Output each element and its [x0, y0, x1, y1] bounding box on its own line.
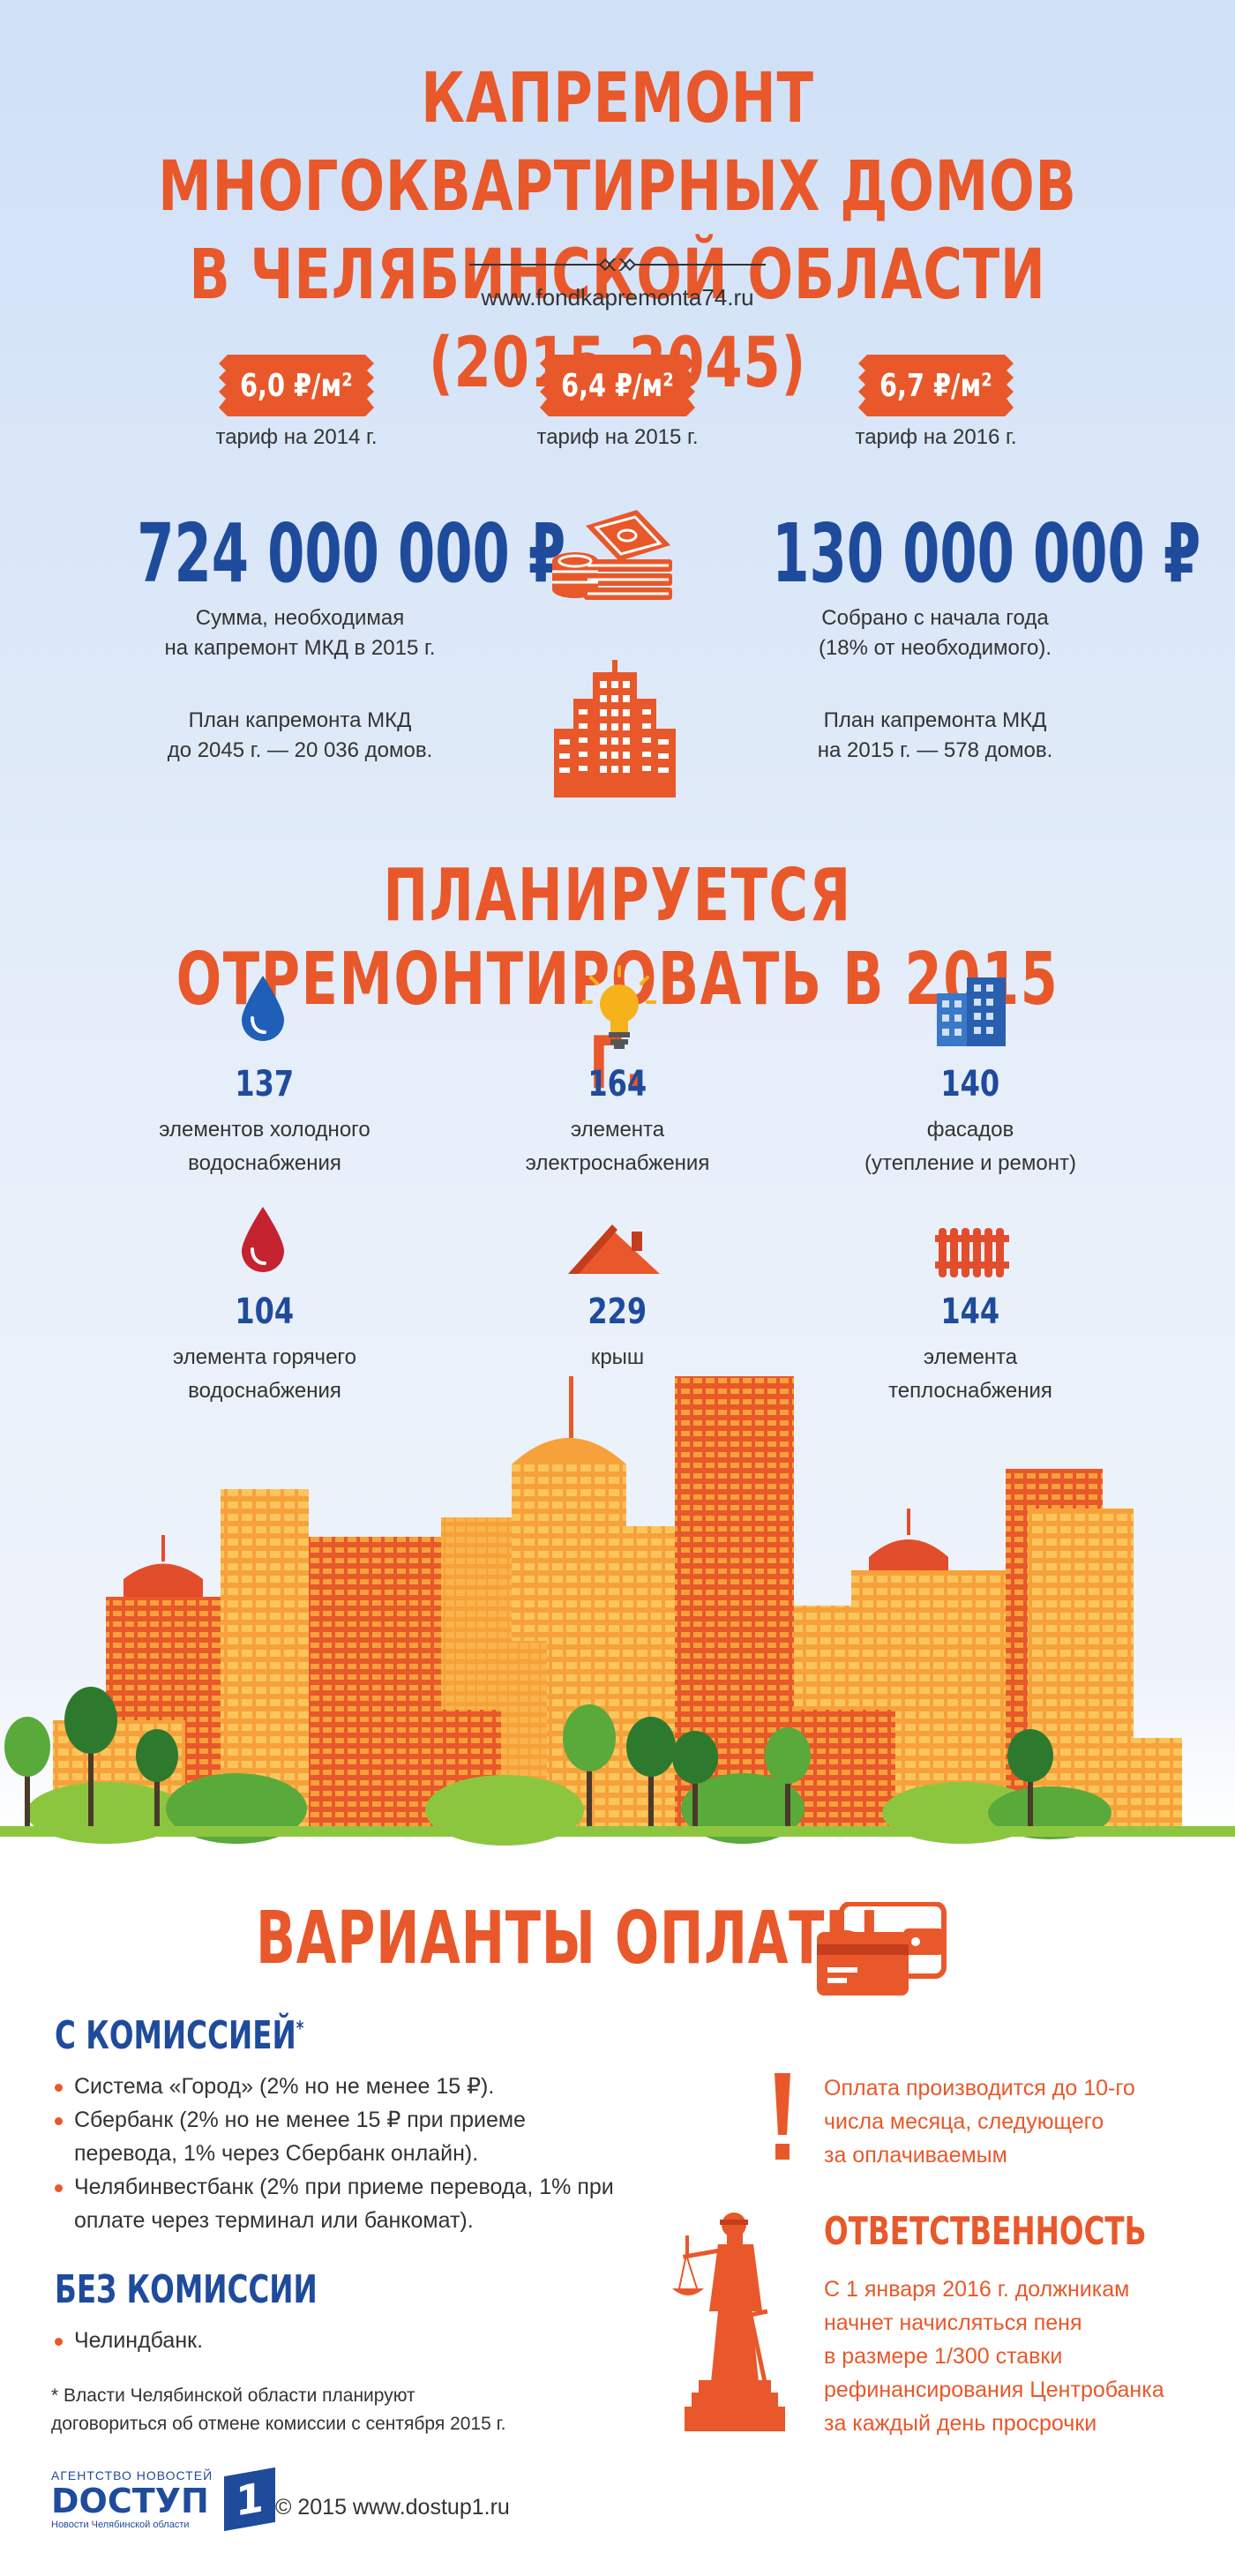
tariff-badge-2015: 6,4 ₽/м² — [540, 355, 695, 416]
footer-copyright[interactable]: © 2015 www.dostup1.ru — [275, 2495, 510, 2520]
stat-text-facades: фасадов (утепление и ремонт) — [864, 1118, 1076, 1175]
responsibility-title: ОТВЕТСТВЕННОСТЬ — [824, 2209, 1147, 2254]
repair-section-title: ПЛАНИРУЕТСЯ ОТРЕМОНТИРОВАТЬ В 2015 Г. — [176, 854, 1059, 1105]
footnote: * Власти Челябинской области планируют д… — [51, 2385, 506, 2434]
stat-text-roofs: крыш — [590, 1345, 645, 1369]
page-title: КАПРЕМОНТ МНОГОКВАРТИРНЫХ ДОМОВ В ЧЕЛЯБИ… — [136, 55, 1099, 408]
stat-number-cold-water: 137 — [235, 1064, 295, 1105]
payment-deadline-note: Оплата производится до 10-го числа месяц… — [824, 2076, 1135, 2168]
tariff-label-2014: тариф на 2014 г. — [215, 425, 378, 449]
tariff-badge-2014: 6,0 ₽/м² — [219, 355, 374, 416]
collected-caption: Собрано с начала года (18% от необходимо… — [818, 606, 1052, 660]
logo-number-badge: 1 — [224, 2467, 275, 2532]
stat-text-electric: элемента электроснабжения — [525, 1118, 710, 1175]
stat-number-electric: 164 — [588, 1064, 647, 1105]
needed-amount: 724 000 000 ₽ — [137, 506, 566, 601]
exclamation-icon — [775, 2073, 790, 2160]
payment-title: ВАРИАНТЫ ОПЛАТЫ — [256, 1897, 880, 1981]
lightbulb-icon — [582, 965, 656, 1049]
lady-justice-icon — [672, 2213, 785, 2431]
plan-year-caption: План капремонта МКД на 2015 г. — 578 дом… — [817, 708, 1053, 762]
no-fee-title: БЕЗ КОМИССИИ — [55, 2267, 318, 2312]
logo-agency-top: АГЕНТСТВО НОВОСТЕЙ — [51, 2468, 213, 2482]
needed-caption: Сумма, необходимая на капремонт МКД в 20… — [164, 606, 436, 660]
list-item: Сбербанк (2% но не менее 15 ₽ при приеме… — [55, 2103, 619, 2170]
stat-number-heating: 144 — [940, 1292, 1000, 1332]
logo-agency-name: DOCTУП — [51, 2482, 209, 2520]
plan-total-caption: План капремонта МКД до 2045 г. — 20 036 … — [167, 708, 433, 762]
tariff-badge-2016: 6,7 ₽/м² — [858, 355, 1014, 416]
logo-agency-bottom: Новости Челябинской области — [51, 2520, 190, 2530]
wallet-card-icon — [817, 1902, 947, 1996]
list-item: Челябинвестбанк (2% при приеме перевода,… — [55, 2170, 619, 2237]
list-item: Система «Город» (2% но не менее 15 ₽). — [55, 2070, 619, 2103]
tariff-label-2016: тариф на 2016 г. — [855, 425, 1017, 449]
title-line-1: КАПРЕМОНТ МНОГОКВАРТИРНЫХ ДОМОВ — [158, 59, 1077, 227]
no-fee-list: Челиндбанк. — [55, 2324, 619, 2357]
tariff-label-2015: тариф на 2015 г. — [536, 425, 699, 449]
fund-url[interactable]: www.fondkapremonta74.ru — [481, 284, 754, 311]
collected-amount: 130 000 000 ₽ — [772, 506, 1201, 601]
cityscape-illustration — [0, 1376, 1235, 1846]
stat-number-facades: 140 — [940, 1064, 1000, 1105]
responsibility-text: С 1 января 2016 г. должникам начнет начи… — [824, 2277, 1164, 2436]
money-stack-icon — [552, 510, 672, 600]
with-fee-list: Система «Город» (2% но не менее 15 ₽). С… — [55, 2070, 619, 2237]
hot-water-drop-icon — [242, 1207, 284, 1272]
stat-text-heating: элемента теплоснабжения — [888, 1345, 1052, 1403]
roof-icon — [568, 1224, 660, 1274]
stat-text-cold-water: элементов холодного водоснабжения — [159, 1118, 370, 1175]
list-item: Челиндбанк. — [55, 2324, 619, 2357]
radiator-icon — [935, 1228, 1009, 1277]
building-facade-icon — [937, 977, 1006, 1046]
title-line-2: В ЧЕЛЯБИНСКОЙ ОБЛАСТИ (2015-2045) — [189, 236, 1046, 403]
title-divider — [469, 258, 766, 271]
stat-text-hot-water: элемента горячего водоснабжения — [173, 1345, 356, 1403]
stat-number-roofs: 229 — [588, 1292, 647, 1332]
stat-number-hot-water: 104 — [235, 1292, 295, 1332]
dostup-logo[interactable]: АГЕНТСТВО НОВОСТЕЙ DOCTУП Новости Челяби… — [51, 2467, 281, 2539]
apartment-tower-icon — [554, 660, 676, 798]
water-drop-icon — [242, 976, 284, 1041]
with-fee-title: С КОМИССИЕЙ* — [55, 2013, 304, 2058]
